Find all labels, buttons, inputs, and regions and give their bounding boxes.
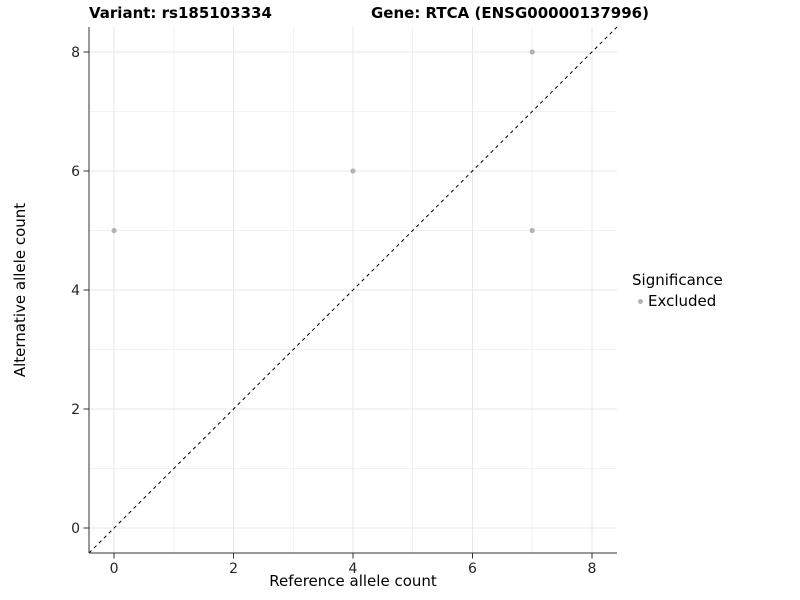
y-tick-label: 2 [71, 402, 80, 418]
plot-title-gene: Gene: RTCA (ENSG00000137996) [371, 4, 649, 22]
data-point [529, 227, 535, 234]
x-tick-label: 2 [229, 561, 238, 577]
x-tick-label: 8 [587, 561, 596, 577]
legend-item-label: Excluded [648, 292, 717, 310]
legend: Significance Excluded [632, 271, 723, 310]
x-tick-label: 4 [349, 561, 358, 577]
y-tick-label: 6 [71, 164, 80, 180]
data-point [350, 168, 356, 174]
y-tick-label: 4 [71, 283, 80, 299]
plot-title-variant: Variant: rs185103334 [89, 4, 272, 22]
identity-reference-line [88, 26, 618, 554]
legend-item-excluded: Excluded [632, 292, 723, 310]
legend-point-icon [638, 298, 643, 304]
data-point [529, 49, 535, 55]
x-tick-label: 6 [468, 561, 477, 577]
x-axis-title: Reference allele count [269, 572, 437, 590]
y-tick-label: 8 [71, 45, 80, 61]
y-tick-label: 0 [71, 521, 80, 537]
y-axis-title: Alternative allele count [11, 202, 29, 378]
legend-title: Significance [632, 271, 723, 289]
x-tick-label: 0 [110, 561, 119, 577]
data-point [111, 227, 117, 234]
